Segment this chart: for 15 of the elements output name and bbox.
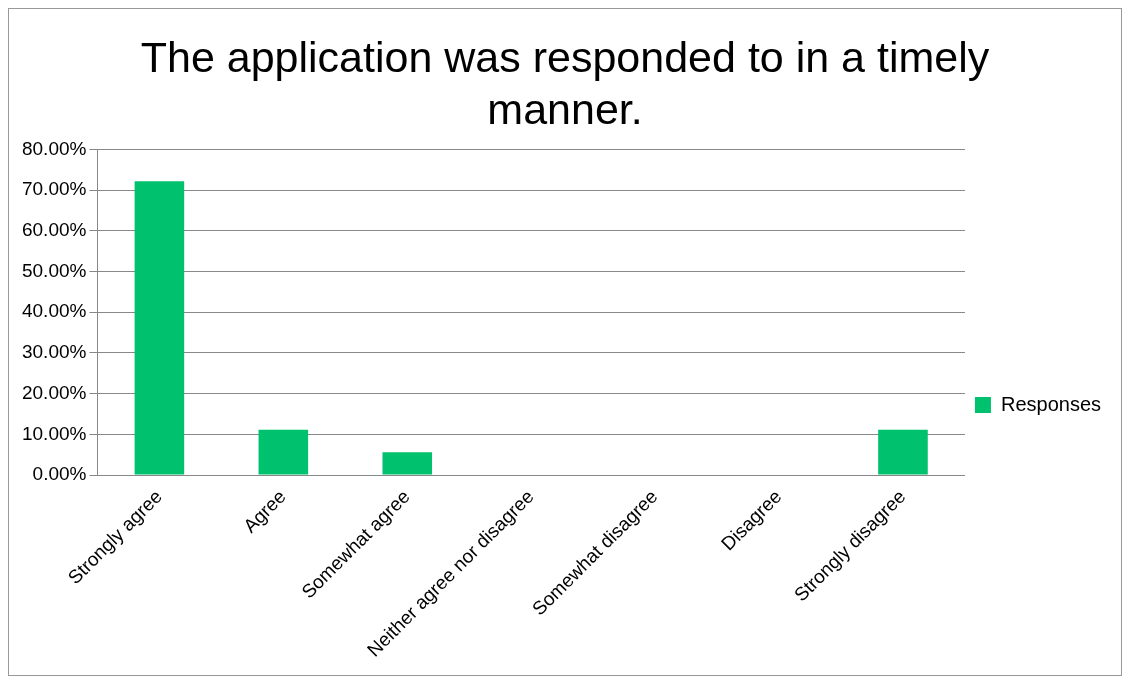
legend-label: Responses [1000, 392, 1101, 415]
y-tick-label: 20.00% [21, 381, 87, 403]
y-tick-label: 40.00% [21, 300, 87, 322]
y-tick-label: 70.00% [21, 178, 87, 200]
y-tick-label: 80.00% [21, 137, 87, 159]
y-tick-label: 0.00% [32, 463, 87, 485]
bar [878, 429, 928, 475]
y-tick-label: 30.00% [21, 341, 87, 363]
y-tick-label: 50.00% [21, 259, 87, 281]
y-tick-label: 10.00% [21, 422, 87, 444]
bar [382, 452, 433, 475]
y-tick-label: 60.00% [21, 219, 87, 241]
bar [258, 429, 309, 475]
bar [134, 181, 185, 475]
chart-title: The application was responded to in a timely manner. [139, 32, 991, 135]
